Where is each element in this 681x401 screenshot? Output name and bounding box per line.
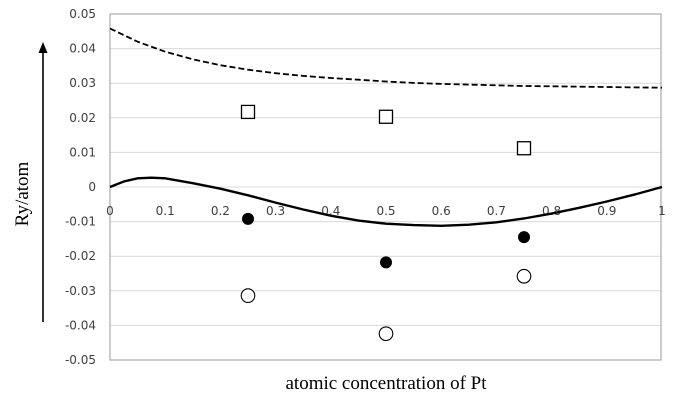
y-tick-label: 0 [88, 180, 96, 194]
gridlines [110, 48, 661, 326]
data-point-open-square [240, 104, 256, 120]
x-tick-label: 0.2 [211, 204, 230, 218]
data-point-open-circle [240, 288, 256, 303]
x-tick-label: 0.5 [376, 204, 395, 218]
x-tick-labels: 0 0.1 0.2 0.3 0.4 0.5 0.6 0.7 0.8 0.9 1 [106, 204, 666, 218]
y-tick-label: 0.03 [69, 76, 96, 90]
y-tick-label: -0.03 [65, 284, 96, 298]
y-tick-label: -0.01 [65, 215, 96, 229]
series-lines [109, 27, 663, 228]
data-point-filled-circle [242, 212, 254, 225]
x-tick-label: 1 [658, 204, 666, 218]
y-tick-labels: 0.05 0.04 0.03 0.02 0.01 0 -0.01 -0.02 -0.03 -0.0… [65, 7, 96, 367]
data-point-open-circle [516, 268, 532, 284]
data-point-open-circle [378, 326, 394, 342]
y-arrow [38, 42, 48, 322]
x-tick-label: 0.3 [266, 204, 285, 218]
x-tick-label: 0.7 [487, 204, 506, 218]
x-tick-label: 0.1 [156, 204, 175, 218]
data-point-open-square [516, 141, 532, 156]
dashed-curve [109, 27, 663, 89]
y-tick-label: 0.02 [69, 111, 96, 125]
y-tick-label: -0.02 [65, 249, 96, 263]
x-tick-label: 0 [106, 204, 114, 218]
data-markers [240, 104, 532, 342]
y-tick-label: -0.05 [65, 353, 96, 367]
data-point-filled-circle [518, 231, 530, 244]
data-point-open-square [378, 109, 394, 124]
y-tick-label: 0.01 [69, 145, 96, 159]
solid-curve [109, 176, 663, 228]
y-tick-label: 0.04 [69, 42, 96, 56]
x-tick-label: 0.6 [432, 204, 451, 218]
y-tick-label: 0.05 [69, 7, 96, 21]
y-axis-title: Ry/atom [12, 161, 33, 226]
data-point-filled-circle [380, 256, 392, 269]
x-tick-label: 0.9 [597, 204, 616, 218]
x-axis-title: atomic concentration of Pt [285, 373, 487, 394]
y-tick-label: -0.04 [65, 318, 96, 332]
